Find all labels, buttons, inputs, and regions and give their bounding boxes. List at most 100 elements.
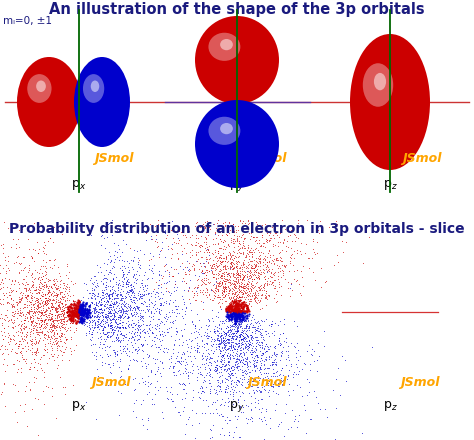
Point: [254, 327, 262, 334]
Point: [77, 309, 84, 316]
Point: [234, 309, 241, 316]
Point: [57, 337, 65, 344]
Point: [211, 366, 219, 373]
Point: [74, 312, 82, 319]
Point: [226, 278, 234, 285]
Point: [127, 311, 135, 318]
Point: [257, 284, 264, 291]
Point: [159, 408, 166, 415]
Point: [10, 260, 18, 267]
Point: [54, 309, 61, 316]
Point: [215, 383, 223, 390]
Point: [78, 301, 86, 308]
Point: [73, 310, 81, 317]
Point: [239, 249, 246, 256]
Point: [65, 311, 73, 318]
Point: [109, 285, 116, 292]
Point: [21, 317, 29, 324]
Point: [90, 279, 98, 286]
Point: [299, 274, 306, 281]
Point: [99, 324, 107, 331]
Point: [41, 331, 48, 338]
Point: [88, 290, 96, 297]
Point: [6, 337, 14, 345]
Point: [198, 355, 206, 362]
Point: [249, 233, 257, 240]
Point: [262, 228, 269, 235]
Point: [36, 266, 44, 273]
Point: [216, 258, 224, 265]
Point: [293, 249, 301, 257]
Point: [2, 289, 9, 296]
Point: [232, 214, 239, 221]
Point: [104, 322, 112, 329]
Point: [234, 360, 241, 367]
Point: [291, 255, 298, 262]
Point: [42, 312, 50, 319]
Point: [277, 292, 285, 299]
Point: [100, 302, 108, 309]
Point: [53, 323, 60, 330]
Point: [276, 263, 283, 270]
Point: [198, 253, 206, 260]
Point: [63, 282, 70, 290]
Point: [136, 287, 143, 294]
Point: [226, 368, 234, 375]
Point: [197, 382, 205, 389]
Point: [18, 352, 26, 359]
Point: [22, 285, 30, 292]
Point: [196, 241, 203, 248]
Point: [271, 344, 279, 351]
Point: [226, 260, 234, 267]
Point: [161, 314, 168, 321]
Point: [241, 318, 248, 325]
Point: [157, 289, 165, 296]
Point: [268, 382, 275, 389]
Point: [237, 331, 245, 338]
Point: [207, 286, 214, 293]
Point: [227, 327, 235, 334]
Point: [197, 224, 204, 231]
Point: [188, 319, 196, 326]
Point: [232, 308, 240, 315]
Point: [11, 322, 19, 329]
Point: [273, 257, 280, 264]
Point: [69, 296, 76, 303]
Point: [184, 344, 192, 351]
Point: [263, 377, 271, 384]
Point: [226, 345, 233, 352]
Point: [231, 282, 238, 289]
Point: [91, 307, 99, 314]
Point: [137, 315, 145, 322]
Point: [267, 373, 274, 380]
Point: [234, 304, 241, 311]
Point: [223, 381, 231, 389]
Point: [38, 298, 46, 305]
Point: [36, 276, 44, 283]
Point: [158, 330, 166, 337]
Point: [342, 378, 350, 385]
Point: [55, 361, 62, 368]
Point: [243, 292, 251, 299]
Point: [227, 294, 235, 301]
Point: [52, 307, 59, 314]
Point: [98, 323, 105, 330]
Point: [205, 256, 212, 263]
Point: [242, 315, 250, 322]
Point: [254, 297, 261, 304]
Point: [256, 330, 264, 337]
Point: [238, 368, 246, 375]
Point: [232, 364, 240, 371]
Point: [91, 310, 98, 317]
Point: [236, 332, 244, 339]
Point: [297, 250, 305, 257]
Point: [38, 317, 46, 324]
Point: [60, 293, 67, 301]
Point: [134, 290, 142, 297]
Point: [38, 293, 46, 300]
Point: [28, 282, 36, 290]
Point: [53, 291, 61, 298]
Point: [235, 331, 243, 338]
Point: [101, 313, 109, 320]
Point: [99, 308, 107, 315]
